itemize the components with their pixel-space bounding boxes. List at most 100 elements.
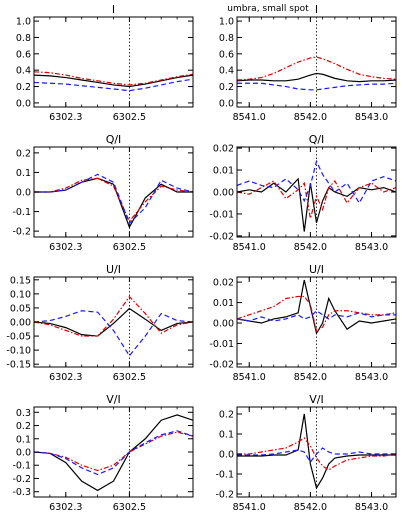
y-tick-label: 0.0 xyxy=(16,448,31,459)
x-tick-label: 8543.0 xyxy=(355,502,388,513)
series-line-blue xyxy=(237,82,396,91)
y-tick-label: 0.0 xyxy=(16,98,31,109)
y-tick-label: 0.6 xyxy=(219,49,234,60)
y-tick-label: -0.01 xyxy=(209,339,234,350)
panel-V_6302: V/I 6302.3 6302.5 -0.3 -0.2 -0.1 0.0 0.1 0.2 0.3 xyxy=(12,393,194,513)
y-tick-label: 0.1 xyxy=(16,434,31,445)
panel-title: I xyxy=(315,3,318,16)
y-tick-label: 0.00 xyxy=(213,188,234,199)
series-line-red xyxy=(34,431,193,472)
x-tick-label: 8543.0 xyxy=(355,242,388,253)
y-tick-label: 0.2 xyxy=(16,82,31,93)
x-tick-label: 6302.3 xyxy=(49,112,82,123)
panel-title: V/I xyxy=(106,393,120,406)
panel-title: Q/I xyxy=(309,133,325,146)
y-tick-label: -0.05 xyxy=(6,332,31,343)
series-line-red xyxy=(237,56,396,81)
y-tick-label: 0.15 xyxy=(10,275,31,286)
y-tick-label: 1.0 xyxy=(219,17,234,28)
y-tick-label: 0.2 xyxy=(16,421,31,432)
x-tick-label: 8541.0 xyxy=(233,112,266,123)
y-tick-label: 0.2 xyxy=(219,82,234,93)
series-line-black xyxy=(34,414,193,492)
plot-frame xyxy=(33,276,194,368)
series-line-blue xyxy=(237,159,396,205)
y-tick-label: 0.8 xyxy=(16,33,31,44)
y-tick-label: -0.1 xyxy=(12,207,31,218)
plot-frame xyxy=(33,16,194,108)
y-tick-label: 0.2 xyxy=(219,410,234,421)
x-tick-label: 8542.0 xyxy=(294,112,327,123)
panel-title: I xyxy=(112,3,115,16)
y-tick-label: 0.00 xyxy=(10,318,31,329)
y-tick-label: 0.02 xyxy=(213,144,234,155)
series-line-black xyxy=(34,74,193,88)
plot-frame xyxy=(236,406,397,498)
y-tick-label: -0.2 xyxy=(12,474,31,485)
series-line-red xyxy=(34,71,193,86)
panel-Q_8542: Q/I 8541.0 8542.0 8543.0 -0.02 -0.01 0.00 0.01 0… xyxy=(209,133,397,253)
series-line-red xyxy=(34,295,193,337)
y-tick-label: 0.10 xyxy=(10,289,31,300)
panel-title: V/I xyxy=(309,393,323,406)
series-line-blue xyxy=(237,309,396,322)
series-line-black xyxy=(34,307,193,337)
x-tick-label: 8542.0 xyxy=(294,372,327,383)
series-line-black xyxy=(34,177,193,229)
series-line-black xyxy=(237,279,396,335)
panel-Q_6302: Q/I 6302.3 6302.5 -0.2 -0.1 0.0 0.1 0.2 xyxy=(12,133,194,253)
plot-frame xyxy=(33,146,194,238)
y-tick-label: -0.3 xyxy=(12,487,31,498)
y-tick-label: 0.01 xyxy=(213,298,234,309)
y-tick-label: 0.01 xyxy=(213,166,234,177)
y-tick-label: 0.05 xyxy=(10,303,31,314)
series-line-blue xyxy=(34,310,193,357)
y-tick-label: -0.02 xyxy=(209,231,234,242)
panel-U_6302: U/I 6302.3 6302.5 -0.15 -0.10 -0.05 0.00 0.05 0.… xyxy=(6,263,194,383)
panel-U_8542: U/I 8541.0 8542.0 8543.0 -0.02 -0.01 0.00 0.01 0… xyxy=(209,263,397,383)
x-tick-label: 8542.0 xyxy=(294,502,327,513)
series-line-blue xyxy=(34,78,193,92)
x-tick-label: 6302.3 xyxy=(49,372,82,383)
y-tick-label: -0.1 xyxy=(12,461,31,472)
plot-frame xyxy=(236,276,397,368)
x-tick-label: 6302.3 xyxy=(49,502,82,513)
x-tick-label: 8541.0 xyxy=(233,502,266,513)
y-tick-label: -0.15 xyxy=(6,360,31,371)
y-tick-label: -0.1 xyxy=(215,470,234,481)
y-tick-label: 0.4 xyxy=(219,66,234,77)
series-line-red xyxy=(237,437,396,471)
panel-title: U/I xyxy=(106,263,121,276)
y-tick-label: 0.0 xyxy=(219,98,234,109)
series-line-black xyxy=(237,177,396,232)
y-tick-label: -0.2 xyxy=(215,490,234,501)
y-tick-label: 0.0 xyxy=(219,450,234,461)
x-tick-label: 8543.0 xyxy=(355,372,388,383)
series-line-red xyxy=(34,177,193,223)
panel-title: Q/I xyxy=(106,133,122,146)
y-tick-label: 1.0 xyxy=(16,17,31,28)
series-line-blue xyxy=(34,430,193,476)
y-tick-label: 0.0 xyxy=(16,188,31,199)
series-line-red xyxy=(237,180,396,219)
x-tick-label: 6302.3 xyxy=(49,242,82,253)
x-tick-label: 6302.5 xyxy=(113,502,146,513)
y-tick-label: -0.02 xyxy=(209,359,234,370)
plot-frame xyxy=(236,16,397,108)
y-tick-label: -0.2 xyxy=(12,227,31,238)
series-line-red xyxy=(237,295,396,333)
y-tick-label: 0.1 xyxy=(219,430,234,441)
x-tick-label: 6302.5 xyxy=(113,242,146,253)
y-tick-label: 0.8 xyxy=(219,33,234,44)
plot-frame xyxy=(33,406,194,498)
x-tick-label: 8543.0 xyxy=(355,112,388,123)
y-tick-label: 0.4 xyxy=(16,66,31,77)
x-tick-label: 8541.0 xyxy=(233,372,266,383)
figure-suptitle: umbra, small spot xyxy=(227,4,309,14)
y-tick-label: 0.6 xyxy=(16,49,31,60)
y-tick-label: -0.01 xyxy=(209,209,234,220)
panel-I_8542: I 8541.0 8542.0 8543.0 0.0 0.2 0.4 0.6 0.8 1.0 xyxy=(219,3,397,123)
panel-title: U/I xyxy=(309,263,324,276)
x-tick-label: 8542.0 xyxy=(294,242,327,253)
